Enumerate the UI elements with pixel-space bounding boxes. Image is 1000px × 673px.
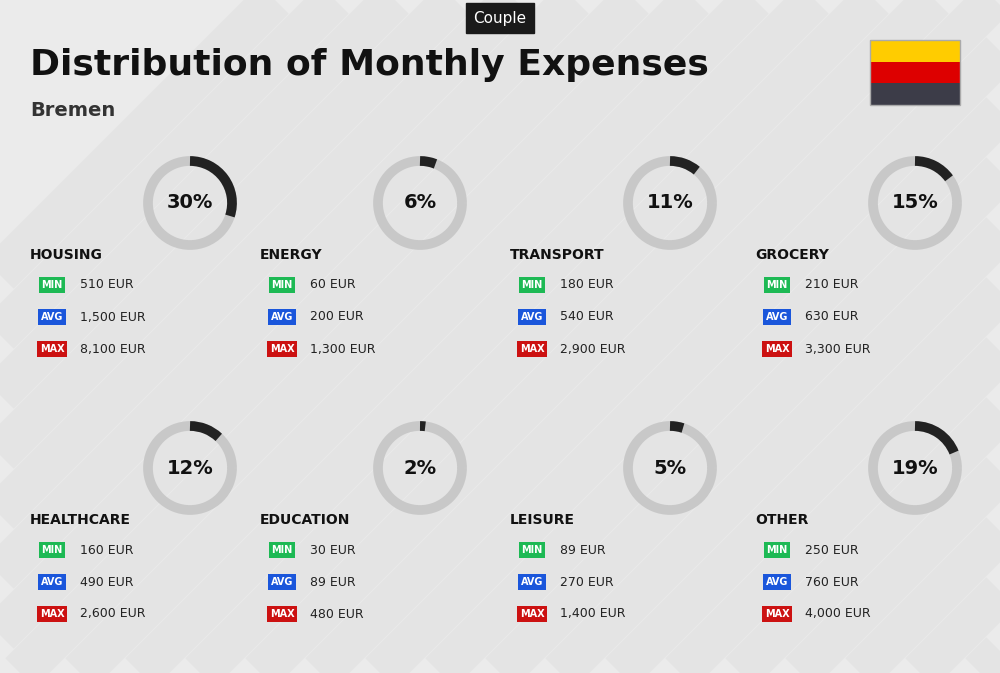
- Text: 2,900 EUR: 2,900 EUR: [560, 343, 626, 355]
- Text: AVG: AVG: [766, 577, 788, 587]
- Text: 89 EUR: 89 EUR: [560, 544, 606, 557]
- Text: AVG: AVG: [41, 312, 63, 322]
- Text: 2%: 2%: [403, 458, 437, 478]
- FancyBboxPatch shape: [870, 62, 960, 83]
- Text: 89 EUR: 89 EUR: [310, 575, 356, 588]
- Text: 510 EUR: 510 EUR: [80, 279, 134, 291]
- Text: MAX: MAX: [270, 344, 294, 354]
- Text: Couple: Couple: [473, 11, 527, 26]
- Text: 12%: 12%: [167, 458, 213, 478]
- Text: ENERGY: ENERGY: [260, 248, 323, 262]
- Text: Distribution of Monthly Expenses: Distribution of Monthly Expenses: [30, 48, 709, 82]
- Text: 490 EUR: 490 EUR: [80, 575, 134, 588]
- Text: 30 EUR: 30 EUR: [310, 544, 356, 557]
- Text: MAX: MAX: [40, 609, 64, 619]
- Text: 30%: 30%: [167, 194, 213, 213]
- Text: AVG: AVG: [271, 577, 293, 587]
- Text: MIN: MIN: [41, 545, 63, 555]
- Text: EDUCATION: EDUCATION: [260, 513, 350, 527]
- Text: AVG: AVG: [521, 312, 543, 322]
- Text: AVG: AVG: [766, 312, 788, 322]
- Text: 3,300 EUR: 3,300 EUR: [805, 343, 870, 355]
- Text: 1,300 EUR: 1,300 EUR: [310, 343, 376, 355]
- Text: 210 EUR: 210 EUR: [805, 279, 858, 291]
- Text: 1,400 EUR: 1,400 EUR: [560, 608, 626, 621]
- Text: 180 EUR: 180 EUR: [560, 279, 614, 291]
- Text: 60 EUR: 60 EUR: [310, 279, 356, 291]
- Text: 15%: 15%: [892, 194, 938, 213]
- Text: MAX: MAX: [765, 609, 789, 619]
- Text: MAX: MAX: [40, 344, 64, 354]
- FancyBboxPatch shape: [870, 83, 960, 105]
- Text: MIN: MIN: [41, 280, 63, 290]
- Text: 2,600 EUR: 2,600 EUR: [80, 608, 146, 621]
- Text: 200 EUR: 200 EUR: [310, 310, 364, 324]
- Text: 8,100 EUR: 8,100 EUR: [80, 343, 146, 355]
- Text: GROCERY: GROCERY: [755, 248, 829, 262]
- Text: 630 EUR: 630 EUR: [805, 310, 858, 324]
- Text: Bremen: Bremen: [30, 100, 115, 120]
- Text: AVG: AVG: [271, 312, 293, 322]
- Text: MIN: MIN: [271, 280, 293, 290]
- Text: MIN: MIN: [766, 545, 788, 555]
- Text: 540 EUR: 540 EUR: [560, 310, 614, 324]
- FancyBboxPatch shape: [870, 40, 960, 62]
- Text: 19%: 19%: [892, 458, 938, 478]
- Text: 760 EUR: 760 EUR: [805, 575, 859, 588]
- Text: MAX: MAX: [270, 609, 294, 619]
- Text: 6%: 6%: [403, 194, 437, 213]
- Text: 4,000 EUR: 4,000 EUR: [805, 608, 871, 621]
- Text: MAX: MAX: [765, 344, 789, 354]
- Text: HOUSING: HOUSING: [30, 248, 103, 262]
- Text: 1,500 EUR: 1,500 EUR: [80, 310, 146, 324]
- Text: MIN: MIN: [271, 545, 293, 555]
- Text: MIN: MIN: [521, 545, 543, 555]
- Text: MAX: MAX: [520, 344, 544, 354]
- Text: 11%: 11%: [647, 194, 693, 213]
- Text: TRANSPORT: TRANSPORT: [510, 248, 605, 262]
- Text: 160 EUR: 160 EUR: [80, 544, 134, 557]
- Text: 270 EUR: 270 EUR: [560, 575, 614, 588]
- Text: 5%: 5%: [653, 458, 687, 478]
- Text: AVG: AVG: [41, 577, 63, 587]
- Text: AVG: AVG: [521, 577, 543, 587]
- Text: 250 EUR: 250 EUR: [805, 544, 859, 557]
- Text: MIN: MIN: [766, 280, 788, 290]
- Text: MAX: MAX: [520, 609, 544, 619]
- Text: OTHER: OTHER: [755, 513, 808, 527]
- Text: 480 EUR: 480 EUR: [310, 608, 364, 621]
- Text: HEALTHCARE: HEALTHCARE: [30, 513, 131, 527]
- Text: MIN: MIN: [521, 280, 543, 290]
- Text: LEISURE: LEISURE: [510, 513, 575, 527]
